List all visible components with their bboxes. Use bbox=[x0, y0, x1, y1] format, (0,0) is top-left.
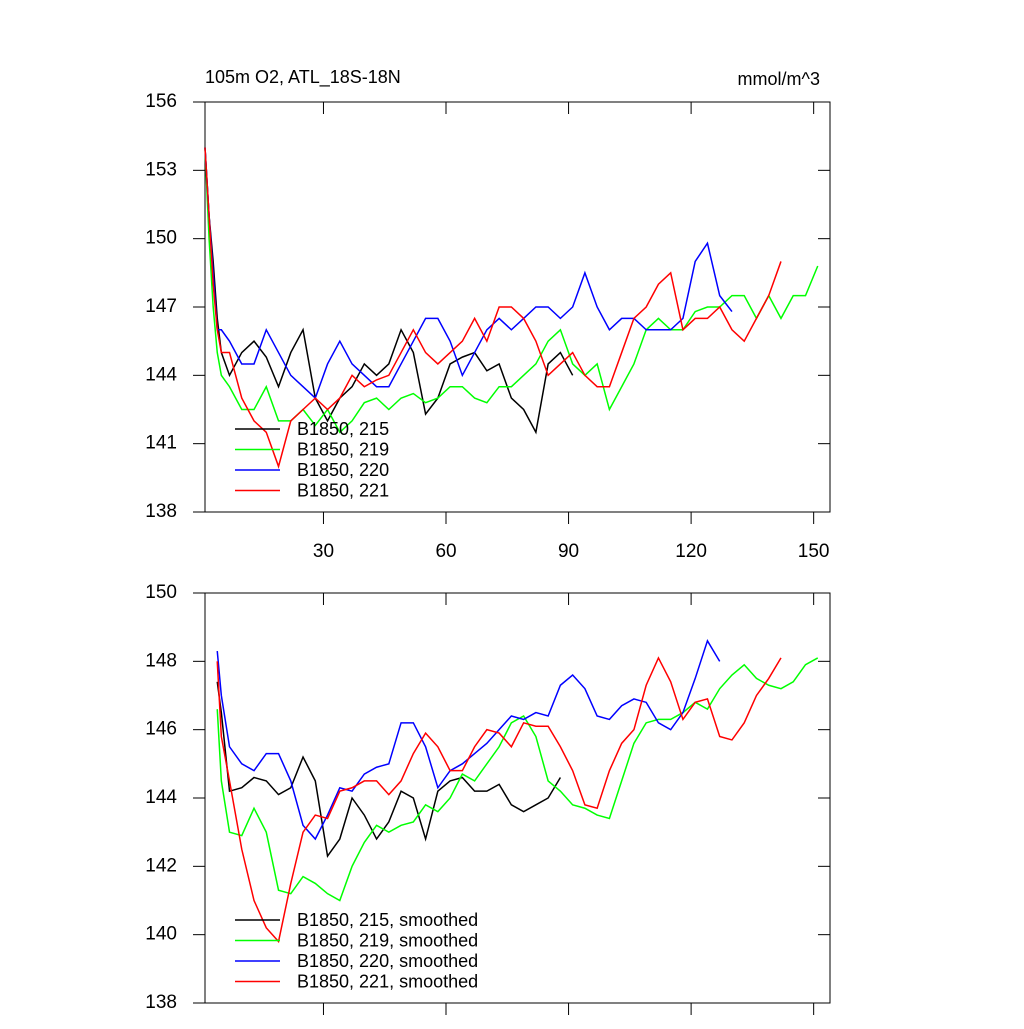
x-tick-label: 120 bbox=[675, 541, 707, 562]
x-tick-label: 30 bbox=[313, 541, 334, 562]
series-line bbox=[204, 147, 819, 434]
y-tick-label: 156 bbox=[145, 91, 177, 112]
y-tick-label: 144 bbox=[145, 364, 177, 385]
y-tick-label: 148 bbox=[145, 650, 177, 671]
x-tick-label: 90 bbox=[558, 541, 579, 562]
x-tick-label: 150 bbox=[798, 541, 830, 562]
y-tick-label: 147 bbox=[145, 296, 177, 317]
legend-label: B1850, 219, smoothed bbox=[297, 930, 478, 950]
legend-label: B1850, 215 bbox=[297, 419, 389, 439]
y-tick-label: 138 bbox=[145, 992, 177, 1013]
legend-label: B1850, 219 bbox=[297, 439, 389, 459]
series-line bbox=[216, 656, 782, 944]
y-tick-label: 138 bbox=[145, 501, 177, 522]
y-tick-label: 142 bbox=[145, 855, 177, 876]
series-line bbox=[204, 147, 574, 435]
series-line bbox=[216, 657, 819, 902]
series-line bbox=[216, 681, 562, 858]
y-tick-label: 153 bbox=[145, 159, 177, 180]
legend-label: B1850, 221, smoothed bbox=[297, 971, 478, 991]
y-tick-label: 144 bbox=[145, 787, 177, 808]
units-label: mmol/m^3 bbox=[738, 69, 820, 89]
series-line bbox=[216, 639, 721, 841]
y-tick-label: 150 bbox=[145, 228, 177, 249]
legend-label: B1850, 220 bbox=[297, 460, 389, 480]
series-line bbox=[204, 147, 733, 400]
y-tick-label: 141 bbox=[145, 433, 177, 454]
series-line bbox=[204, 147, 782, 469]
legend-label: B1850, 215, smoothed bbox=[297, 910, 478, 930]
legend-label: B1850, 220, smoothed bbox=[297, 951, 478, 971]
legend-label: B1850, 221 bbox=[297, 480, 389, 500]
y-tick-label: 146 bbox=[145, 719, 177, 740]
y-tick-label: 150 bbox=[145, 582, 177, 603]
chart-title: 105m O2, ATL_18S-18N bbox=[205, 67, 401, 88]
x-tick-label: 60 bbox=[435, 541, 456, 562]
y-tick-label: 140 bbox=[145, 924, 177, 945]
